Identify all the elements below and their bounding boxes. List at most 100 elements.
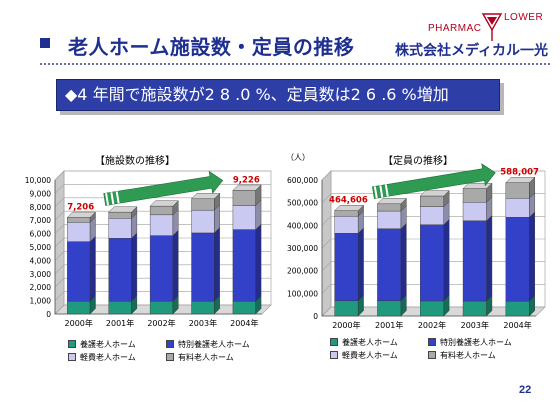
x-tick-label: 2001年 xyxy=(106,318,134,328)
bar-top xyxy=(232,184,262,191)
bar-segment-front xyxy=(420,195,444,207)
bar-segment-front xyxy=(334,300,359,317)
x-tick-label: 2001年 xyxy=(375,320,403,330)
legend-swatch xyxy=(428,338,436,346)
y-tick-label: 8,000 xyxy=(30,203,52,212)
y-tick-label: 3,000 xyxy=(30,270,52,279)
bar-segment-front xyxy=(377,300,402,317)
bar-segment-front xyxy=(67,301,91,315)
x-tick-label: 2003年 xyxy=(461,320,489,330)
legend-label: 特別養護老人ホーム xyxy=(440,338,512,347)
y-tick-label: 500,000 xyxy=(287,199,318,208)
y-tick-label: 4,000 xyxy=(30,256,52,265)
summary-banner: ◆4 年間で施設数が2 8 .0 %、定員数は2 6 .6 %増加 xyxy=(56,79,500,111)
y-tick-label: 9,000 xyxy=(30,189,52,198)
bar-segment-front xyxy=(191,301,215,315)
arrow-stripe xyxy=(384,184,389,197)
chart-facilities-title: 【施設数の推移】 xyxy=(95,156,175,167)
bar-segment-front xyxy=(108,301,132,315)
bar-segment-front xyxy=(232,229,256,302)
arrow-stripe xyxy=(373,186,378,199)
bar-segment-front xyxy=(108,211,132,219)
bar-segment-front xyxy=(149,205,174,216)
bar-segment-front xyxy=(505,300,530,317)
bar-segment-front xyxy=(420,300,444,317)
arrow-stripe xyxy=(105,192,109,206)
bar-segment-side xyxy=(486,214,493,302)
bar-segment-front xyxy=(505,182,530,199)
bar-segment-front xyxy=(462,188,487,203)
brand-logo: PHARMAC LOWER xyxy=(428,12,558,48)
legend-swatch xyxy=(330,338,338,346)
legend-label: 軽費老人ホーム xyxy=(342,351,398,360)
title-divider xyxy=(40,63,550,65)
bar-top xyxy=(419,190,450,197)
bar-segment-front xyxy=(232,205,256,230)
arrow-stripe xyxy=(115,191,120,204)
bar-segment-front xyxy=(377,228,402,302)
chart-capacity: 0 100,000 200,000 300,000 400,000 500,000 600,… xyxy=(287,163,546,330)
bar-segment-front xyxy=(149,301,174,315)
company-name: 株式会社メディカル一光 xyxy=(395,43,549,59)
bar-segment-front xyxy=(377,210,402,229)
bar-segment-front xyxy=(191,209,215,234)
legend-swatch xyxy=(166,340,174,348)
page-number: 22 xyxy=(519,384,532,396)
legend-swatch xyxy=(68,353,76,361)
bar-top xyxy=(505,177,536,183)
bar-segment-front xyxy=(334,210,359,217)
growth-arrow-icon xyxy=(103,170,224,206)
bar-top xyxy=(462,183,493,189)
y-tick-label: 7,000 xyxy=(30,216,52,225)
x-tick-label: 2004年 xyxy=(503,320,531,330)
chart-capacity-title: 【定員の推移】 xyxy=(383,156,453,167)
bar-segment-side xyxy=(443,218,450,302)
x-tick-label: 2000年 xyxy=(65,318,93,328)
bar-top xyxy=(108,206,138,213)
bar-segment-side xyxy=(214,227,220,302)
bar-segment-front xyxy=(108,217,132,239)
legend-label: 養護老人ホーム xyxy=(80,340,136,349)
y-tick-label: 300,000 xyxy=(287,244,318,253)
bar-segment-front xyxy=(505,198,530,218)
chart-capacity-unit-label: （人） xyxy=(286,153,310,162)
x-tick-label: 2003年 xyxy=(189,318,217,328)
arrow-stripe xyxy=(379,185,384,198)
bar-segment-side xyxy=(172,229,179,302)
bar-segment-front xyxy=(334,233,359,302)
bar-segment-front xyxy=(149,235,174,302)
legend-swatch xyxy=(428,351,436,359)
y-tick-label: 5,000 xyxy=(30,243,52,252)
bar-segment-side xyxy=(529,211,535,302)
legend-swatch xyxy=(166,353,174,361)
legend-label: 軽費老人ホーム xyxy=(80,353,136,362)
bar-top xyxy=(66,211,96,218)
legend-label: 有料老人ホーム xyxy=(178,353,234,362)
y-tick-label: 2,000 xyxy=(30,283,52,292)
bar-segment-front xyxy=(232,190,256,206)
bar-segment-front xyxy=(462,300,487,317)
x-tick-label: 2002年 xyxy=(147,318,175,328)
bar-segment-side xyxy=(255,223,262,302)
bar-segment-side xyxy=(131,232,138,302)
title-bullet-square xyxy=(40,38,50,48)
data-label: 7,206 xyxy=(67,202,94,212)
data-label: 464,606 xyxy=(329,196,368,206)
growth-arrow-icon xyxy=(372,163,496,199)
brand-pharmac-text: PHARMAC xyxy=(428,23,482,34)
y-tick-label: 1,000 xyxy=(30,297,52,306)
legend-swatch xyxy=(330,351,338,359)
x-tick-label: 2004年 xyxy=(230,318,258,328)
bar-segment-side xyxy=(400,222,407,302)
y-tick-label: 600,000 xyxy=(287,176,318,185)
bar-segment-front xyxy=(149,214,174,236)
bar-top xyxy=(334,205,365,211)
y-tick-label: 0 xyxy=(313,312,318,321)
data-label: 588,007 xyxy=(500,168,539,178)
bar-segment-front xyxy=(462,220,487,302)
bar-segment-front xyxy=(67,241,91,302)
page-title: 老人ホーム施設数・定員の推移 xyxy=(68,35,355,59)
x-tick-label: 2002年 xyxy=(418,320,446,330)
arrow-stripe xyxy=(110,192,115,205)
y-tick-label: 0 xyxy=(46,310,51,319)
